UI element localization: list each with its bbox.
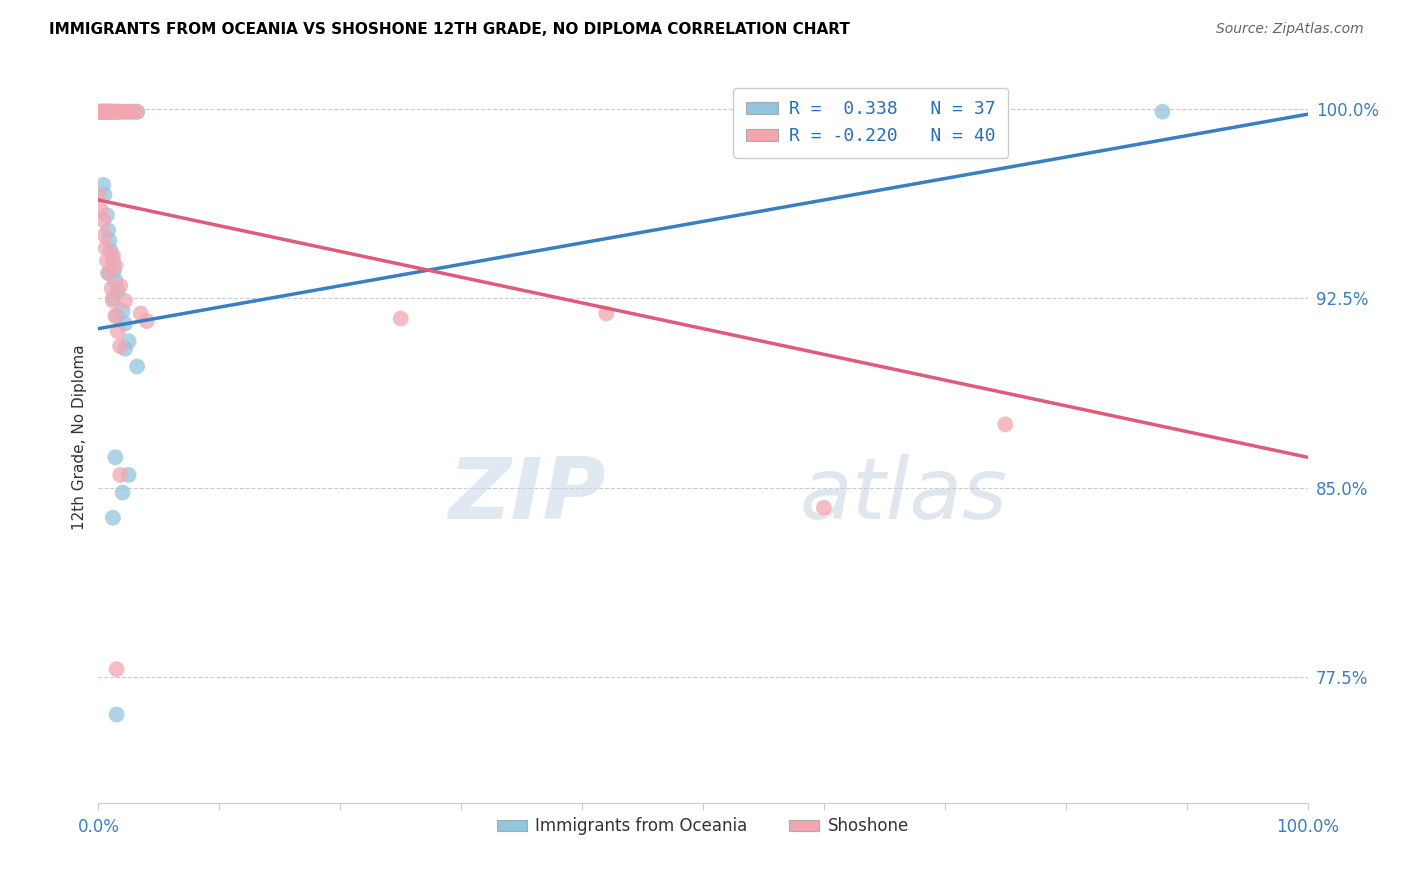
Point (94, 104, 117, 119)
Point (101, 510, 124, 524)
Point (100, 104, 122, 119)
Point (96, 104, 118, 119)
Text: ZIP: ZIP (449, 454, 606, 537)
Point (91, 213, 114, 227)
Point (108, 339, 131, 353)
Point (127, 104, 149, 119)
Point (98, 233, 121, 247)
Point (104, 259, 127, 273)
Point (87, 104, 110, 119)
Text: atlas: atlas (800, 454, 1008, 537)
Point (93, 104, 115, 119)
Point (107, 284, 129, 298)
Point (98, 266, 121, 280)
Point (98, 104, 121, 119)
Point (103, 104, 125, 119)
Point (114, 104, 136, 119)
Point (101, 253, 124, 268)
Point (118, 104, 141, 119)
Point (135, 314, 157, 328)
Point (813, 104, 835, 119)
Point (100, 244, 122, 258)
Point (91, 104, 114, 119)
Y-axis label: 12th Grade, No Diploma: 12th Grade, No Diploma (72, 344, 87, 530)
Point (97, 223, 120, 237)
Legend: Immigrants from Oceania, Shoshone: Immigrants from Oceania, Shoshone (491, 811, 915, 842)
Point (96, 208, 118, 222)
Point (121, 104, 143, 119)
Point (389, 311, 412, 326)
Point (91, 104, 114, 119)
Point (118, 104, 141, 119)
Point (101, 104, 124, 119)
Point (107, 104, 129, 119)
Point (104, 309, 127, 323)
Point (111, 304, 134, 318)
Point (101, 293, 124, 308)
Point (93, 188, 115, 202)
Point (94, 104, 117, 119)
Point (108, 278, 131, 293)
Point (87, 104, 110, 119)
Point (101, 291, 124, 305)
Point (87, 104, 110, 119)
Text: Source: ZipAtlas.com: Source: ZipAtlas.com (1216, 22, 1364, 37)
Text: IMMIGRANTS FROM OCEANIA VS SHOSHONE 12TH GRADE, NO DIPLOMA CORRELATION CHART: IMMIGRANTS FROM OCEANIA VS SHOSHONE 12TH… (49, 22, 851, 37)
Point (114, 342, 136, 356)
Point (118, 467, 141, 482)
Point (813, 500, 835, 515)
Point (104, 274, 127, 288)
Point (100, 104, 122, 119)
Point (87, 188, 110, 202)
Point (93, 104, 115, 119)
Point (97, 104, 120, 119)
Point (127, 359, 149, 374)
Point (108, 104, 131, 119)
Point (90, 104, 112, 119)
Point (103, 263, 125, 277)
Point (93, 228, 115, 243)
Point (87, 104, 110, 119)
Point (121, 104, 143, 119)
Point (107, 324, 129, 338)
Point (91, 104, 114, 119)
Point (105, 662, 128, 676)
Point (595, 306, 617, 320)
Point (118, 334, 141, 349)
Point (97, 104, 120, 119)
Point (96, 253, 118, 268)
Point (111, 104, 134, 119)
Point (94, 241, 117, 255)
Point (114, 293, 136, 308)
Point (108, 467, 131, 482)
Point (100, 104, 122, 119)
Point (104, 450, 127, 465)
Point (105, 707, 128, 722)
Point (111, 485, 134, 500)
Point (101, 248, 124, 262)
Point (91, 178, 114, 192)
Point (105, 309, 128, 323)
Point (994, 417, 1017, 432)
Point (101, 104, 124, 119)
Point (114, 317, 136, 331)
Point (129, 306, 152, 320)
Point (127, 104, 149, 119)
Point (97, 266, 120, 280)
Point (90, 203, 112, 218)
Point (108, 104, 131, 119)
Point (87, 104, 110, 119)
Point (91, 104, 114, 119)
Point (100, 281, 122, 295)
Point (98, 104, 121, 119)
Point (107, 104, 129, 119)
Point (1152, 104, 1174, 119)
Point (104, 104, 127, 119)
